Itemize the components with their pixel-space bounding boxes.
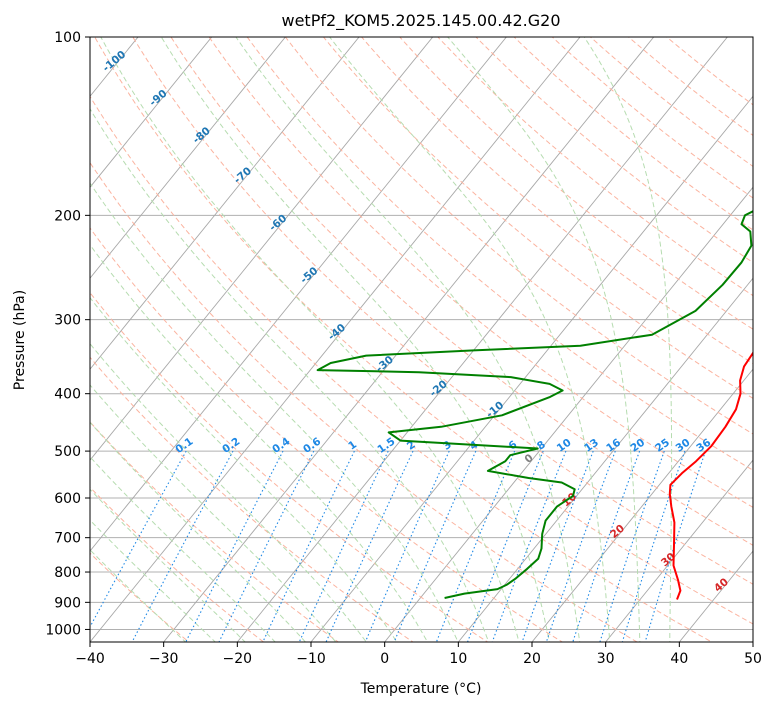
- moist-adiabat-line: [90, 456, 276, 642]
- x-tick-label: 50: [744, 651, 762, 667]
- moist-adiabat-line: [235, 37, 581, 642]
- mixing-ratio-line: [325, 450, 414, 642]
- isotherm-line: [90, 37, 213, 188]
- dry-adiabat-line: [90, 227, 564, 642]
- isotherm-line: [90, 37, 286, 279]
- isotherm-line: [531, 368, 753, 642]
- isotherm-line: [90, 37, 434, 461]
- y-axis-label: Pressure (hPa): [12, 290, 28, 390]
- isotherm-line: [605, 459, 753, 642]
- y-tick-label: 400: [54, 387, 81, 403]
- dry-adiabat-line: [246, 37, 753, 471]
- background-lines: [90, 37, 753, 642]
- mixing-ratio-line: [572, 450, 641, 642]
- moist-adiabat-line: [160, 37, 550, 642]
- dewpoint-line: [316, 210, 753, 599]
- mixing-ratio-line: [466, 450, 544, 642]
- x-tick-label: 10: [449, 651, 467, 667]
- isotherm-line: [236, 37, 728, 642]
- mixing-ratio-line: [90, 450, 187, 629]
- isotherm-line: [457, 277, 753, 642]
- dry-adiabat-line: [284, 37, 753, 435]
- y-tick-label: 900: [54, 595, 81, 611]
- y-tick-label: 500: [54, 444, 81, 460]
- y-axis: 1000 900 800 700 600 500 400 300 200 100: [45, 30, 90, 638]
- moist-adiabat-line: [90, 107, 490, 642]
- dry-adiabat-line: [360, 37, 753, 365]
- mixing-ratio-line: [521, 450, 594, 642]
- moist-adiabat-line: [90, 182, 459, 642]
- moist-adiabat-line: [90, 384, 337, 642]
- dry-adiabat-line: [90, 161, 638, 642]
- x-tick-label: −20: [223, 651, 253, 667]
- y-tick-label: 100: [54, 30, 81, 46]
- x-tick-label: 40: [670, 651, 688, 667]
- dry-adiabat-line: [551, 37, 753, 199]
- dry-adiabat-line: [589, 37, 753, 168]
- temperature-line: [668, 351, 753, 600]
- x-tick-label: 30: [597, 651, 615, 667]
- dry-adiabat-line: [322, 37, 753, 399]
- mixing-ratio-line: [491, 450, 567, 642]
- mixing-ratio-line: [644, 450, 707, 642]
- isotherm-line: [90, 37, 507, 552]
- dry-adiabat-line: [475, 37, 753, 264]
- isotherm-line: [310, 95, 753, 642]
- isotherm-line: [163, 37, 655, 642]
- dry-adiabat-line: [94, 37, 753, 625]
- moist-adiabat-line: [90, 421, 307, 642]
- x-tick-label: 20: [523, 651, 541, 667]
- mixing-ratio-line: [545, 450, 616, 642]
- x-tick-label: 0: [380, 651, 389, 667]
- x-tick-label: −10: [296, 651, 326, 667]
- moist-adiabat-line: [100, 37, 520, 642]
- mixing-ratio-line: [262, 450, 355, 642]
- y-tick-label: 200: [54, 208, 81, 224]
- x-tick-label: −40: [75, 651, 105, 667]
- moist-adiabat-line: [90, 243, 429, 642]
- moist-adiabat-line: [447, 37, 641, 642]
- dry-adiabat-line: [90, 291, 489, 642]
- y-tick-label: 1000: [45, 622, 81, 638]
- plot-frame: [89, 36, 754, 643]
- x-tick-label: −30: [149, 651, 179, 667]
- y-tick-label: 800: [54, 565, 81, 581]
- x-axis-label: Temperature (°C): [360, 681, 482, 697]
- dry-adiabat-line: [90, 486, 265, 642]
- mixing-ratio-line: [298, 450, 389, 642]
- isotherm-line: [90, 37, 360, 370]
- moist-adiabat-line: [90, 488, 246, 642]
- y-tick-label: 300: [54, 313, 81, 329]
- dry-adiabat-line: [90, 95, 713, 642]
- dry-adiabat-line: [513, 37, 753, 231]
- moist-adiabat-line: [583, 37, 673, 642]
- mixing-ratio-line: [218, 450, 315, 642]
- mixing-ratio-line: [435, 450, 516, 642]
- chart-title: wetPf2_KOM5.2025.145.00.42.G20: [281, 11, 560, 31]
- moist-adiabat-line: [90, 342, 367, 642]
- moist-adiabat-line: [328, 37, 611, 642]
- dry-adiabat-line: [132, 37, 753, 585]
- dry-adiabat-line: [170, 37, 753, 546]
- y-tick-label: 600: [54, 491, 81, 507]
- dry-adiabat-line: [399, 37, 753, 330]
- mixing-ratio-line: [364, 450, 450, 642]
- x-axis: −40 −30 −20 −10 0 10 20 30 40 50: [75, 642, 762, 667]
- dry-adiabat-line: [208, 37, 753, 508]
- profile-lines: [316, 210, 753, 600]
- dry-adiabat-line: [90, 421, 340, 642]
- mixing-ratio-line: [393, 450, 477, 642]
- moist-adiabat-line: [90, 296, 398, 642]
- y-tick-label: 700: [54, 531, 81, 547]
